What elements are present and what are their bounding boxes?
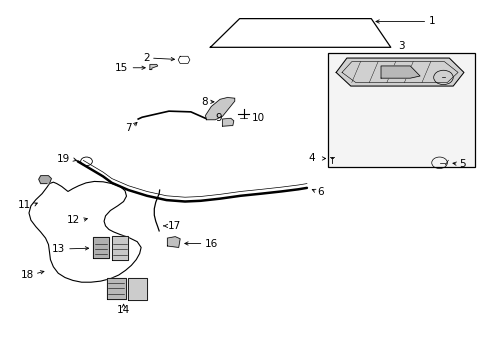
Text: 19: 19 (57, 154, 70, 164)
Polygon shape (93, 237, 109, 258)
Text: 16: 16 (204, 239, 217, 249)
Text: 15: 15 (115, 63, 128, 73)
Text: 8: 8 (201, 97, 207, 107)
Text: 5: 5 (458, 159, 465, 169)
Polygon shape (107, 278, 125, 299)
Text: 18: 18 (20, 270, 34, 280)
Polygon shape (167, 237, 180, 247)
Text: 2: 2 (142, 53, 149, 63)
Text: 14: 14 (117, 305, 130, 315)
Polygon shape (222, 118, 233, 126)
Text: 12: 12 (67, 215, 80, 225)
Polygon shape (335, 58, 463, 86)
Text: 3: 3 (397, 41, 404, 51)
Polygon shape (128, 278, 147, 300)
Text: 11: 11 (18, 200, 31, 210)
Text: 10: 10 (251, 113, 264, 123)
Text: 1: 1 (428, 17, 434, 27)
Text: 4: 4 (307, 153, 314, 163)
Bar (328, 53, 474, 167)
Text: 17: 17 (167, 221, 181, 231)
Text: 9: 9 (215, 113, 221, 123)
Polygon shape (39, 176, 51, 184)
Polygon shape (150, 64, 158, 69)
Polygon shape (380, 66, 419, 78)
Polygon shape (205, 98, 234, 120)
Text: 6: 6 (317, 187, 324, 197)
Polygon shape (112, 235, 128, 260)
Text: 7: 7 (124, 123, 131, 133)
Text: 13: 13 (52, 244, 65, 254)
